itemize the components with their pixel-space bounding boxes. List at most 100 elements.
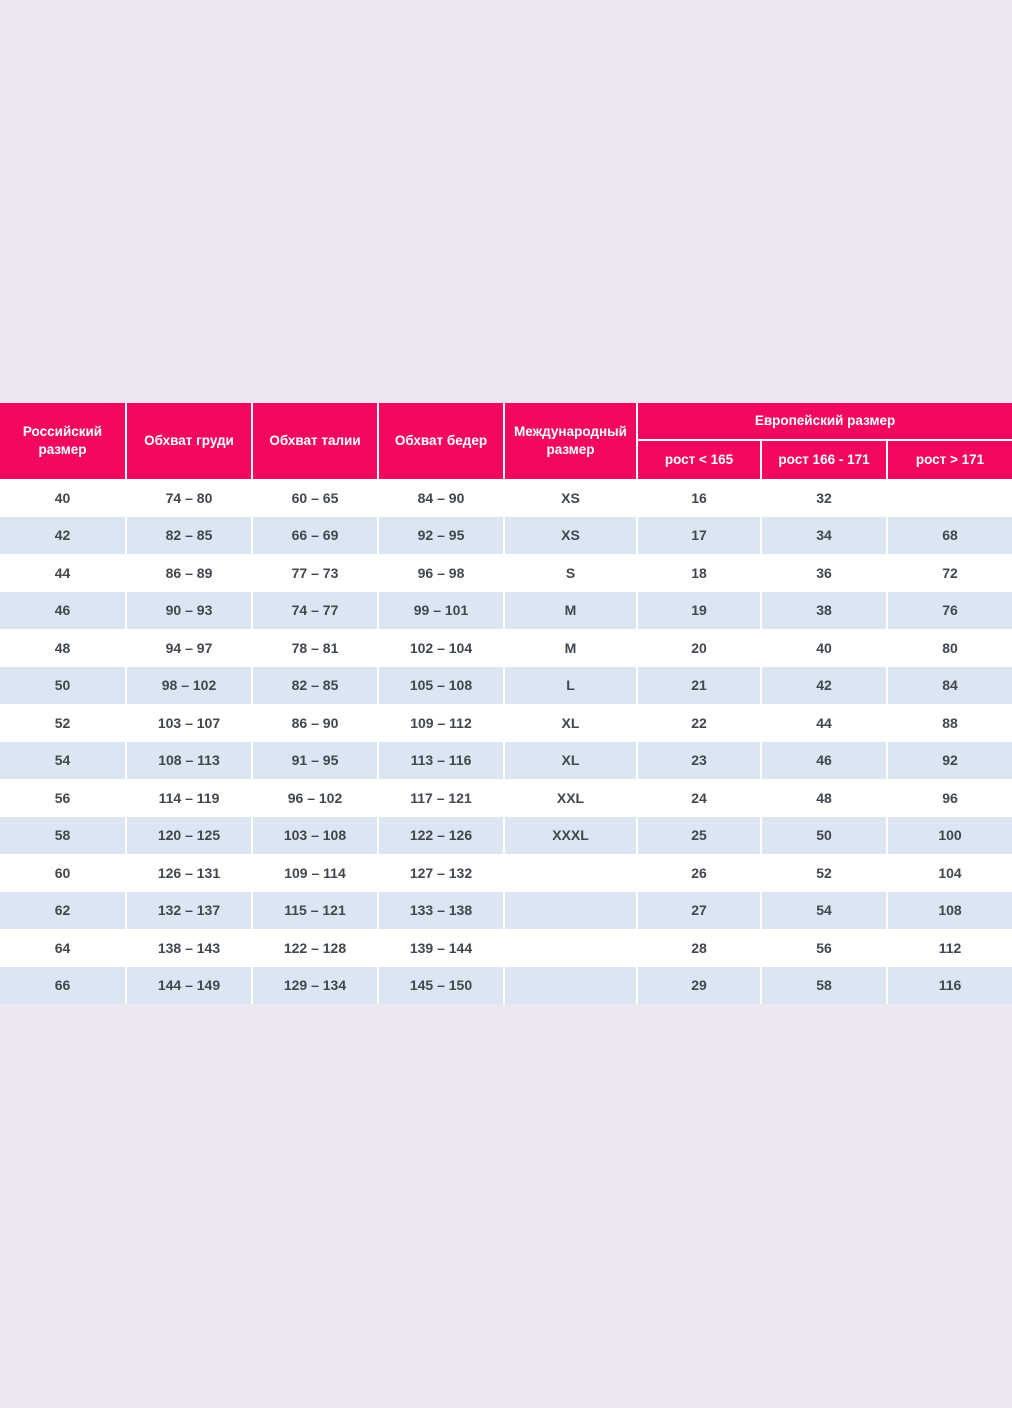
table-cell: 108 – 113 [125, 741, 252, 779]
table-cell: 44 [760, 704, 887, 742]
table-cell: XS [503, 479, 637, 517]
table-cell: 109 – 112 [377, 704, 504, 742]
table-cell [885, 479, 1012, 517]
header-height-over-171: рост > 171 [885, 439, 1012, 479]
table-cell: 96 [885, 779, 1012, 817]
header-international-size: Международный размер [503, 403, 637, 479]
table-cell: 42 [0, 516, 126, 554]
table-row: 56 114 – 119 96 – 102 117 – 121 XXL 24 48 96 [0, 779, 1012, 817]
table-cell: 113 – 116 [377, 741, 504, 779]
table-cell: 92 – 95 [377, 516, 504, 554]
table-cell: 46 [0, 591, 126, 629]
table-cell: 34 [760, 516, 887, 554]
table-cell: L [503, 666, 637, 704]
header-chest: Обхват груди [125, 403, 252, 479]
table-cell: 122 – 126 [377, 816, 504, 854]
table-cell: 103 – 107 [125, 704, 252, 742]
table-cell: 23 [636, 741, 761, 779]
size-table-header: Российский размер Обхват груди Обхват та… [0, 403, 1012, 479]
table-cell [503, 854, 637, 892]
table-row: 64 138 – 143 122 – 128 139 – 144 28 56 112 [0, 929, 1012, 967]
table-cell: 117 – 121 [377, 779, 504, 817]
table-row: 66 144 – 149 129 – 134 145 – 150 29 58 116 [0, 966, 1012, 1004]
table-cell: 76 [885, 591, 1012, 629]
table-cell: 74 – 80 [125, 479, 252, 517]
table-cell: 52 [760, 854, 887, 892]
table-cell: XXL [503, 779, 637, 817]
header-height-under-165: рост < 165 [636, 439, 761, 479]
table-cell: 24 [636, 779, 761, 817]
table-cell: 56 [760, 929, 887, 967]
table-cell: 144 – 149 [125, 966, 252, 1004]
table-cell: 40 [760, 629, 887, 667]
table-cell: M [503, 591, 637, 629]
table-row: 60 126 – 131 109 – 114 127 – 132 26 52 104 [0, 854, 1012, 892]
table-cell: 66 [0, 966, 126, 1004]
table-cell: 54 [0, 741, 126, 779]
table-cell: 108 [885, 891, 1012, 929]
table-cell: 91 – 95 [251, 741, 378, 779]
header-waist: Обхват талии [251, 403, 378, 479]
table-cell: 54 [760, 891, 887, 929]
table-cell: 105 – 108 [377, 666, 504, 704]
table-cell: 109 – 114 [251, 854, 378, 892]
table-cell: 72 [885, 554, 1012, 592]
table-cell: 64 [0, 929, 126, 967]
table-cell: 132 – 137 [125, 891, 252, 929]
table-cell: 127 – 132 [377, 854, 504, 892]
table-cell: 115 – 121 [251, 891, 378, 929]
table-cell: XXXL [503, 816, 637, 854]
size-chart: Российский размер Обхват груди Обхват та… [0, 403, 1012, 1004]
table-cell [503, 929, 637, 967]
table-cell: 60 – 65 [251, 479, 378, 517]
table-cell: 17 [636, 516, 761, 554]
table-cell: 28 [636, 929, 761, 967]
table-cell: M [503, 629, 637, 667]
table-cell: 102 – 104 [377, 629, 504, 667]
table-cell: 48 [0, 629, 126, 667]
table-cell: 138 – 143 [125, 929, 252, 967]
table-cell: 20 [636, 629, 761, 667]
header-height-166-171: рост 166 - 171 [760, 439, 887, 479]
table-row: 62 132 – 137 115 – 121 133 – 138 27 54 108 [0, 891, 1012, 929]
table-cell: 29 [636, 966, 761, 1004]
table-cell: 86 – 89 [125, 554, 252, 592]
table-cell: 74 – 77 [251, 591, 378, 629]
table-cell: 68 [885, 516, 1012, 554]
table-cell: 84 – 90 [377, 479, 504, 517]
table-row: 42 82 – 85 66 – 69 92 – 95 XS 17 34 68 [0, 516, 1012, 554]
table-cell: 60 [0, 854, 126, 892]
table-cell: 50 [0, 666, 126, 704]
table-cell [503, 966, 637, 1004]
table-cell: 82 – 85 [125, 516, 252, 554]
table-cell: 126 – 131 [125, 854, 252, 892]
table-cell: 90 – 93 [125, 591, 252, 629]
table-cell: 18 [636, 554, 761, 592]
table-row: 44 86 – 89 77 – 73 96 – 98 S 18 36 72 [0, 554, 1012, 592]
header-hips: Обхват бедер [377, 403, 504, 479]
table-cell: 52 [0, 704, 126, 742]
table-cell: 112 [885, 929, 1012, 967]
table-cell: 96 – 98 [377, 554, 504, 592]
table-cell: 48 [760, 779, 887, 817]
table-cell: 36 [760, 554, 887, 592]
table-row: 58 120 – 125 103 – 108 122 – 126 XXXL 25 50 100 [0, 816, 1012, 854]
table-cell: 92 [885, 741, 1012, 779]
table-cell: 104 [885, 854, 1012, 892]
table-cell: 103 – 108 [251, 816, 378, 854]
table-cell: 44 [0, 554, 126, 592]
table-cell: 96 – 102 [251, 779, 378, 817]
table-cell: 46 [760, 741, 887, 779]
table-cell: 56 [0, 779, 126, 817]
table-cell: 120 – 125 [125, 816, 252, 854]
table-row: 54 108 – 113 91 – 95 113 – 116 XL 23 46 92 [0, 741, 1012, 779]
table-cell: S [503, 554, 637, 592]
table-cell: 139 – 144 [377, 929, 504, 967]
table-cell: 116 [885, 966, 1012, 1004]
header-russian-size: Российский размер [0, 403, 126, 479]
table-cell: 21 [636, 666, 761, 704]
table-cell: 80 [885, 629, 1012, 667]
table-cell: 32 [760, 479, 887, 517]
table-cell: 16 [636, 479, 761, 517]
table-row: 48 94 – 97 78 – 81 102 – 104 M 20 40 80 [0, 629, 1012, 667]
